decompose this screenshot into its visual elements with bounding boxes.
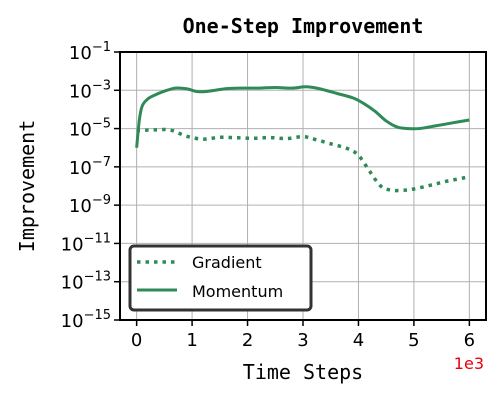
x-tick-label: 0 [131,330,142,351]
y-axis-label: Improvement [15,120,39,252]
y-tick-label: 10−9 [69,193,111,217]
legend-box [128,244,313,312]
y-tick-label: 10−15 [61,308,111,332]
y-tick-label: 10−3 [69,78,111,102]
y-axis-ticks: 10−1 10−3 10−5 10−7 10−9 10−11 10−13 10−15 [61,40,120,332]
x-axis-multiplier: 1e3 [454,354,484,373]
legend-momentum-label: Momentum [192,282,283,301]
x-tick-label: 2 [242,330,253,351]
x-axis-ticks: 0 1 2 3 4 5 6 [131,320,475,351]
legend: Gradient Momentum [128,244,313,312]
y-tick-label: 10−7 [69,155,111,179]
series-momentum-line [135,85,470,148]
series-gradient-line [136,127,470,193]
x-tick-label: 5 [408,330,419,351]
x-tick-label: 4 [353,330,364,351]
y-tick-label: 10−11 [61,231,111,255]
x-axis-label: Time Steps [243,360,363,384]
chart-title: One-Step Improvement [183,14,424,38]
y-tick-label: 10−13 [61,270,111,294]
y-tick-label: 10−5 [69,117,111,141]
y-tick-label: 10−1 [69,40,111,64]
x-tick-label: 6 [464,330,475,351]
x-tick-label: 3 [297,330,308,351]
series-layer [135,85,470,193]
x-tick-label: 1 [186,330,197,351]
legend-gradient-label: Gradient [192,253,262,272]
